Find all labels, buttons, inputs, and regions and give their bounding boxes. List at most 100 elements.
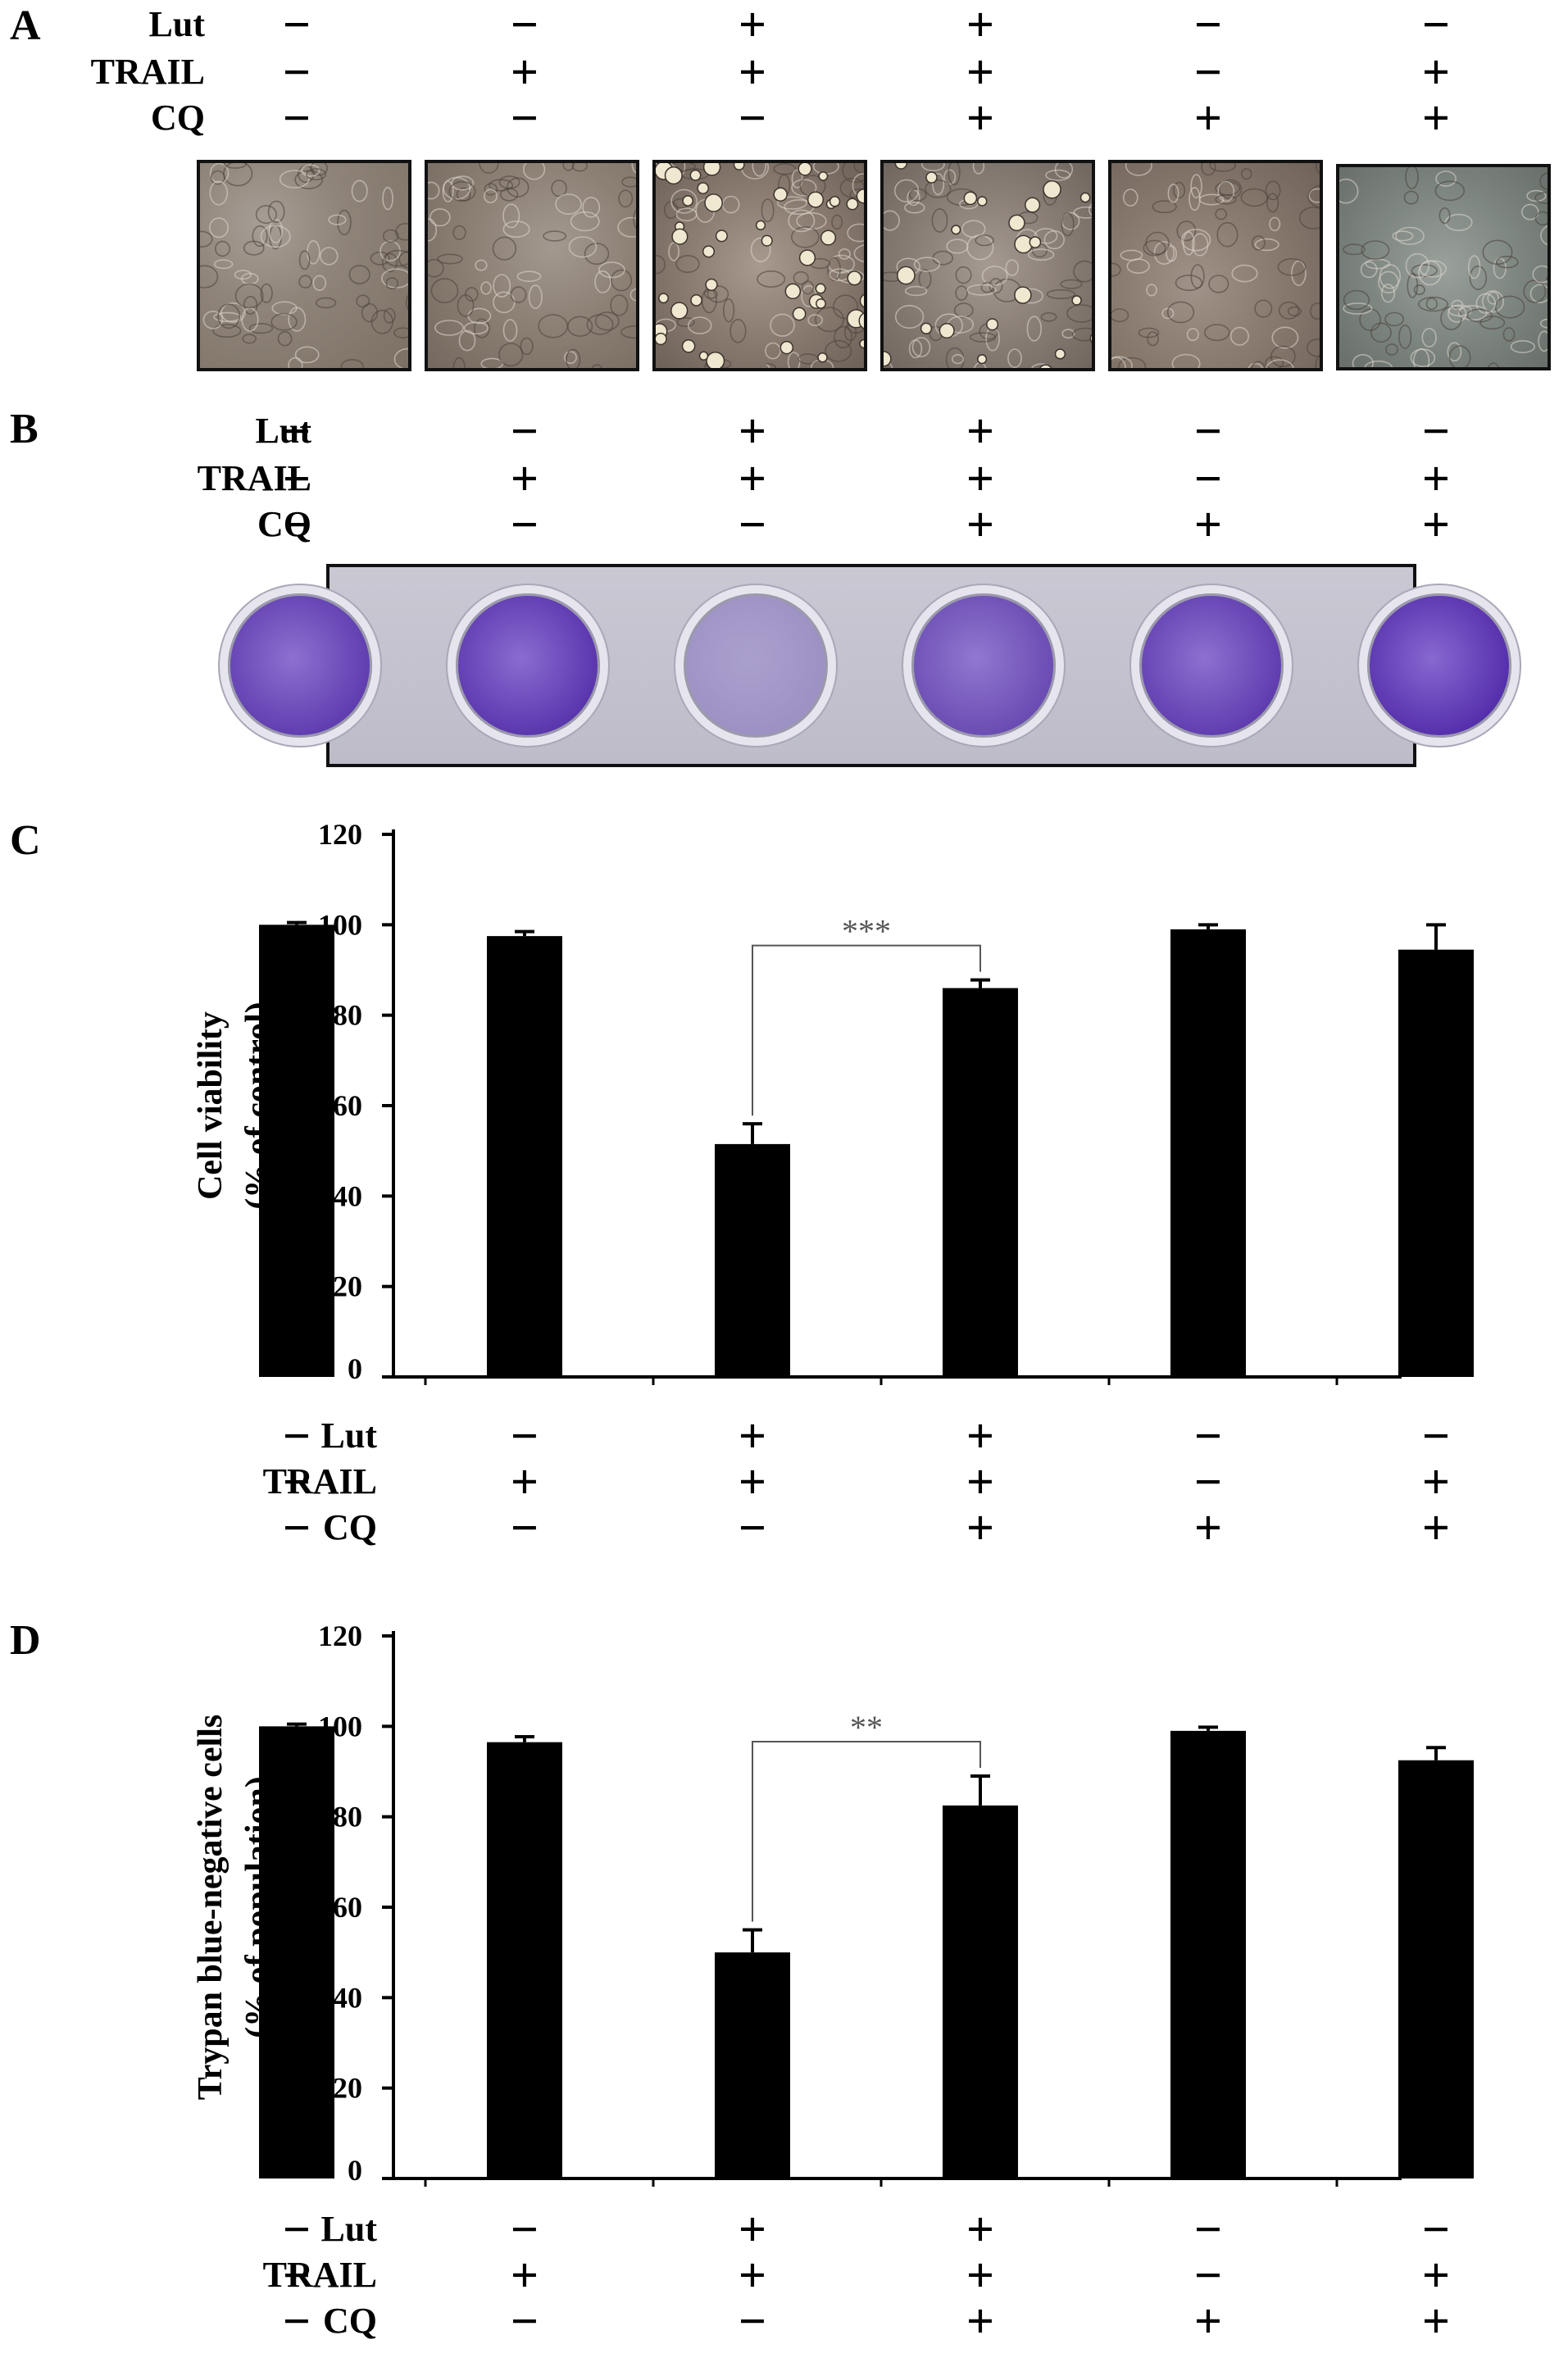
d-significance-label: ** — [850, 1709, 883, 1746]
treatment-sign-lut-5: − — [1193, 404, 1223, 458]
d-bar-3 — [715, 1952, 790, 2178]
plate-well-4 — [903, 585, 1064, 746]
c-bar-2 — [487, 936, 562, 1377]
c-y-tick-label: 40 — [333, 1179, 362, 1212]
treatment-sign-cq-6: + — [1421, 497, 1451, 552]
treatment-sign-cq-3: − — [738, 2294, 767, 2348]
treatment-sign-cq-4: + — [966, 1501, 995, 1555]
treatment-label-trail: TRAIL — [197, 458, 311, 498]
treatment-sign-trail-3: + — [738, 45, 767, 99]
plate-well-2 — [448, 585, 608, 746]
treatment-sign-cq-1: − — [282, 1501, 311, 1555]
c-y-tick-label: 20 — [333, 1270, 362, 1303]
treatment-sign-lut-4: + — [966, 404, 995, 458]
treatment-sign-lut-5: − — [1193, 2202, 1223, 2256]
d-y-tick-label: 20 — [333, 2072, 362, 2105]
treatment-sign-lut-5: − — [1193, 0, 1223, 52]
treatment-label-lut: Lut — [320, 1415, 377, 1456]
d-y-axis-label-line: Trypan blue-negative cells — [192, 1715, 230, 2101]
treatment-sign-trail-3: + — [738, 1455, 767, 1509]
c-bar-3 — [715, 1143, 790, 1377]
treatment-label-lut: Lut — [148, 4, 205, 44]
treatment-sign-trail-1: − — [282, 452, 311, 506]
treatment-sign-lut-3: + — [738, 404, 767, 458]
treatment-sign-trail-6: + — [1421, 452, 1451, 506]
treatment-sign-cq-2: − — [510, 91, 539, 145]
treatment-sign-lut-6: − — [1421, 2202, 1451, 2256]
micrograph-6 — [1336, 164, 1551, 370]
treatment-sign-trail-2: + — [510, 1455, 539, 1509]
c-y-tick-label: 0 — [348, 1352, 362, 1385]
plate-well-5 — [1131, 585, 1292, 746]
treatment-sign-cq-4: + — [966, 497, 995, 552]
treatment-sign-trail-1: − — [282, 2248, 311, 2302]
micrograph-4 — [880, 160, 1095, 371]
treatment-sign-lut-6: − — [1421, 404, 1451, 458]
c-significance-label: *** — [842, 913, 891, 950]
treatment-label-cq: CQ — [323, 2301, 377, 2341]
treatment-sign-cq-6: + — [1421, 2294, 1451, 2348]
treatment-label-trail: TRAIL — [262, 2255, 377, 2295]
micrograph-1 — [197, 160, 411, 371]
d-y-tick-label: 80 — [333, 1801, 362, 1833]
treatment-sign-lut-4: + — [966, 1409, 995, 1463]
panel-label-c: C — [10, 817, 41, 864]
treatment-sign-trail-6: + — [1421, 1455, 1451, 1509]
treatment-sign-cq-5: + — [1193, 2294, 1223, 2348]
treatment-sign-trail-1: − — [282, 1455, 311, 1509]
treatment-sign-trail-5: − — [1193, 45, 1223, 99]
c-bar-5 — [1170, 929, 1246, 1377]
treatment-sign-cq-5: + — [1193, 91, 1223, 145]
treatment-sign-lut-1: − — [282, 1409, 311, 1463]
plate-well-3 — [675, 585, 836, 746]
panel-label-d: D — [10, 1617, 41, 1664]
d-bar-4 — [943, 1805, 1018, 2178]
treatment-sign-trail-5: − — [1193, 1455, 1223, 1509]
c-bar-1 — [259, 925, 334, 1377]
treatment-sign-lut-2: − — [510, 2202, 539, 2256]
d-y-tick-label: 120 — [318, 1620, 362, 1652]
treatment-sign-cq-4: + — [966, 2294, 995, 2348]
treatment-sign-trail-5: − — [1193, 2248, 1223, 2302]
c-significance-bracket — [752, 944, 981, 1116]
treatment-sign-trail-2: + — [510, 2248, 539, 2302]
plate-well-6 — [1359, 585, 1520, 746]
d-y-tick-label: 60 — [333, 1891, 362, 1924]
d-bar-2 — [487, 1742, 562, 2178]
treatment-sign-lut-6: − — [1421, 0, 1451, 52]
treatment-sign-trail-2: + — [510, 45, 539, 99]
crystal-violet-plate — [220, 564, 1520, 767]
treatment-sign-trail-4: + — [966, 452, 995, 506]
treatment-label-cq: CQ — [323, 1507, 377, 1547]
micrograph-2 — [425, 160, 639, 371]
treatment-sign-trail-4: + — [966, 45, 995, 99]
micrograph-3 — [652, 160, 867, 371]
c-bar-4 — [943, 988, 1018, 1377]
micrograph-5 — [1108, 160, 1323, 371]
treatment-sign-lut-3: + — [738, 0, 767, 52]
treatment-label-lut: Lut — [255, 411, 311, 451]
treatment-sign-cq-5: + — [1193, 1501, 1223, 1555]
d-y-tick-label: 0 — [348, 2154, 362, 2187]
treatment-sign-trail-5: − — [1193, 452, 1223, 506]
c-y-axis-label-line: Cell viability — [192, 1011, 230, 1200]
treatment-sign-trail-6: + — [1421, 45, 1451, 99]
panel-label-b: B — [10, 406, 39, 452]
treatment-sign-lut-1: − — [282, 2202, 311, 2256]
treatment-sign-cq-4: + — [966, 91, 995, 145]
treatment-sign-trail-6: + — [1421, 2248, 1451, 2302]
treatment-sign-lut-5: − — [1193, 1409, 1223, 1463]
treatment-sign-lut-3: + — [738, 2202, 767, 2256]
d-bar-1 — [259, 1726, 334, 2178]
treatment-sign-cq-2: − — [510, 497, 539, 552]
treatment-sign-cq-1: − — [282, 497, 311, 552]
treatment-sign-trail-4: + — [966, 1455, 995, 1509]
treatment-sign-cq-1: − — [282, 2294, 311, 2348]
c-y-tick-label: 60 — [333, 1089, 362, 1122]
treatment-sign-trail-3: + — [738, 452, 767, 506]
treatment-sign-cq-2: − — [510, 2294, 539, 2348]
treatment-label-lut: Lut — [320, 2209, 377, 2249]
c-bar-6 — [1398, 949, 1474, 1377]
